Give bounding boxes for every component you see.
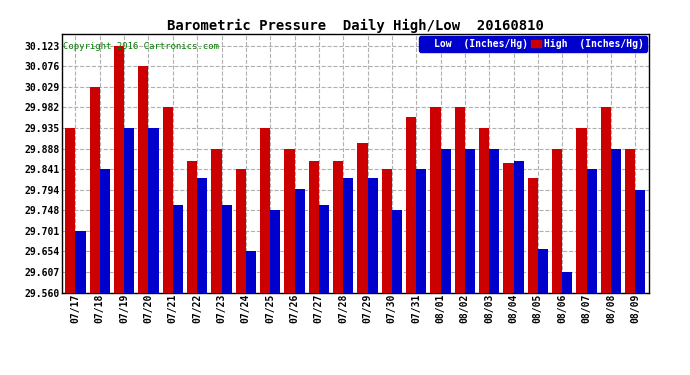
- Bar: [211, 148, 221, 292]
- Bar: [270, 210, 280, 292]
- Bar: [357, 143, 368, 292]
- Bar: [148, 128, 159, 292]
- Bar: [114, 46, 124, 292]
- Bar: [503, 163, 513, 292]
- Bar: [479, 128, 489, 292]
- Bar: [124, 128, 135, 292]
- Bar: [66, 128, 75, 292]
- Bar: [465, 148, 475, 292]
- Bar: [90, 87, 100, 292]
- Bar: [187, 161, 197, 292]
- Bar: [197, 178, 208, 292]
- Text: Copyright 2016 Cartronics.com: Copyright 2016 Cartronics.com: [63, 42, 219, 51]
- Bar: [538, 249, 548, 292]
- Bar: [455, 107, 465, 292]
- Bar: [392, 210, 402, 292]
- Bar: [221, 205, 232, 292]
- Bar: [489, 148, 500, 292]
- Bar: [343, 178, 353, 292]
- Title: Barometric Pressure  Daily High/Low  20160810: Barometric Pressure Daily High/Low 20160…: [167, 18, 544, 33]
- Bar: [416, 169, 426, 292]
- Bar: [586, 169, 597, 292]
- Bar: [163, 107, 172, 292]
- Bar: [635, 190, 645, 292]
- Bar: [333, 161, 343, 292]
- Bar: [246, 251, 256, 292]
- Bar: [513, 161, 524, 292]
- Bar: [75, 231, 86, 292]
- Bar: [552, 148, 562, 292]
- Bar: [406, 117, 416, 292]
- Bar: [562, 272, 573, 292]
- Legend: Low  (Inches/Hg), High  (Inches/Hg): Low (Inches/Hg), High (Inches/Hg): [419, 36, 647, 51]
- Bar: [611, 148, 621, 292]
- Bar: [100, 169, 110, 292]
- Bar: [576, 128, 586, 292]
- Bar: [308, 161, 319, 292]
- Bar: [138, 66, 148, 292]
- Bar: [260, 128, 270, 292]
- Bar: [382, 169, 392, 292]
- Bar: [284, 148, 295, 292]
- Bar: [295, 189, 305, 292]
- Bar: [625, 148, 635, 292]
- Bar: [235, 169, 246, 292]
- Bar: [601, 107, 611, 292]
- Bar: [172, 205, 183, 292]
- Bar: [319, 205, 329, 292]
- Bar: [431, 107, 440, 292]
- Bar: [528, 178, 538, 292]
- Bar: [440, 148, 451, 292]
- Bar: [368, 178, 377, 292]
